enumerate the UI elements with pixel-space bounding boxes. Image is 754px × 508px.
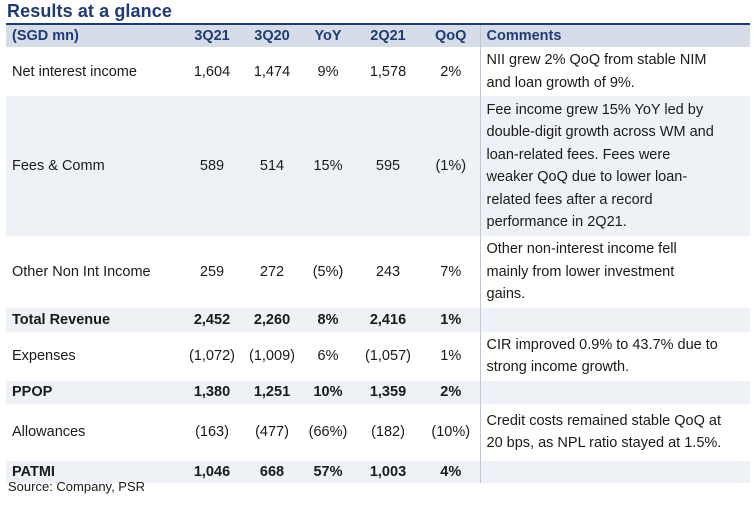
cell-comment: NII grew 2% QoQ from stable NIM and loan … bbox=[479, 47, 750, 96]
cell-3q20: 1,251 bbox=[242, 380, 302, 404]
cell-qoq: 4% bbox=[422, 460, 480, 483]
cell-2q21: 243 bbox=[375, 263, 401, 280]
page-title: Results at a glance bbox=[7, 1, 172, 21]
cell-2q21: 1,578 bbox=[369, 63, 407, 80]
cell-2q21: 595 bbox=[354, 96, 422, 236]
table-row: Expenses (1,072) (1,009) 6% (1,057) 1% CIR imp… bbox=[6, 331, 750, 381]
header-yoy: YoY bbox=[302, 25, 354, 47]
cell-comment bbox=[479, 380, 750, 404]
comment-line: Credit costs remained stable QoQ at bbox=[486, 412, 722, 429]
cell-3q21: 589 bbox=[182, 96, 242, 236]
cell-comment bbox=[479, 460, 750, 483]
cell-qoq: 1% bbox=[422, 307, 480, 332]
table-header-row: (SGD mn) 3Q21 3Q20 YoY 2Q21 QoQ Comments bbox=[6, 25, 750, 47]
comment-line: performance in 2Q21. bbox=[486, 214, 627, 230]
header-3q21: 3Q21 bbox=[182, 25, 242, 47]
cell-qoq: 1% bbox=[440, 348, 462, 364]
cell-qoq: 2% bbox=[422, 380, 480, 404]
table-row: PATMI 1,046 668 57% 1,003 4% bbox=[6, 460, 750, 483]
comment-line: weaker QoQ due to lower loan- bbox=[486, 169, 688, 185]
cell-comment bbox=[479, 307, 750, 332]
cell-yoy: 10% bbox=[302, 380, 354, 404]
comment-line: related fees after a record bbox=[486, 191, 653, 208]
header-qoq: QoQ bbox=[422, 25, 480, 47]
comment-line: NII grew 2% QoQ from stable NIM bbox=[486, 52, 707, 68]
row-label: Other Non Int Income bbox=[12, 263, 151, 280]
cell-yoy: 15% bbox=[302, 96, 354, 236]
comment-line: mainly from lower investment bbox=[486, 263, 675, 280]
row-label: PPOP bbox=[6, 380, 182, 404]
table-row: PPOP 1,380 1,251 10% 1,359 2% bbox=[6, 380, 750, 404]
cell-yoy: (5%) bbox=[312, 263, 344, 280]
cell-3q21: 1,380 bbox=[182, 380, 242, 404]
comment-line: and loan growth of 9%. bbox=[486, 74, 635, 91]
cell-3q21: 2,452 bbox=[182, 307, 242, 332]
cell-3q21: (163) bbox=[195, 424, 229, 440]
table-row: Allowances (163) (477) (66%) (182) (10%) Credi… bbox=[6, 403, 750, 461]
cell-3q21: 1,604 bbox=[193, 63, 231, 80]
cell-3q20: 1,474 bbox=[253, 63, 291, 80]
title-divider bbox=[6, 23, 750, 25]
cell-3q20: 2,260 bbox=[242, 307, 302, 332]
cell-3q20: (1,009) bbox=[249, 348, 295, 364]
row-label: Allowances bbox=[12, 424, 86, 440]
table-row: Fees & Comm 589 514 15% 595 (1%) Fee income gr… bbox=[6, 96, 750, 236]
header-currency: (SGD mn) bbox=[6, 25, 182, 47]
row-label: Total Revenue bbox=[6, 307, 182, 332]
cell-yoy: (66%) bbox=[308, 424, 348, 440]
comment-line: CIR improved 0.9% to 43.7% due to bbox=[486, 336, 718, 353]
comment-line: 20 bps, as NPL ratio stayed at 1.5%. bbox=[486, 435, 722, 451]
row-label: PATMI bbox=[6, 460, 182, 483]
cell-3q20: 272 bbox=[259, 263, 285, 280]
cell-qoq: (10%) bbox=[431, 424, 471, 440]
cell-2q21: (182) bbox=[371, 424, 405, 440]
cell-yoy: 8% bbox=[302, 307, 354, 332]
table-body: Net interest income 1,604 1,474 9% 1,578 2% NI… bbox=[6, 47, 750, 483]
cell-3q20: 514 bbox=[242, 96, 302, 236]
cell-comment: CIR improved 0.9% to 43.7% due to strong … bbox=[479, 331, 750, 381]
cell-3q20: (477) bbox=[255, 424, 289, 440]
table-row: Net interest income 1,604 1,474 9% 1,578 2% NI… bbox=[6, 47, 750, 96]
cell-yoy: 6% bbox=[317, 348, 339, 364]
row-label: Fees & Comm bbox=[6, 96, 182, 236]
header-2q21: 2Q21 bbox=[354, 25, 422, 47]
cell-comment: Credit costs remained stable QoQ at 20 bp… bbox=[479, 403, 750, 461]
cell-2q21: (1,057) bbox=[365, 348, 411, 364]
header-comments: Comments bbox=[479, 25, 750, 47]
cell-2q21: 1,359 bbox=[354, 380, 422, 404]
cell-qoq: 7% bbox=[440, 263, 462, 280]
cell-comment: Other non-interest income fell mainly fro… bbox=[479, 236, 750, 308]
table-row: Other Non Int Income 259 272 (5%) 243 7% Other… bbox=[6, 236, 750, 308]
cell-3q20: 668 bbox=[242, 460, 302, 483]
comment-line: gains. bbox=[486, 286, 526, 302]
comment-line: strong income growth. bbox=[486, 359, 630, 375]
cell-yoy: 57% bbox=[302, 460, 354, 483]
cell-qoq: (1%) bbox=[422, 96, 480, 236]
cell-comment: Fee income grew 15% YoY led by double-dig… bbox=[479, 96, 750, 236]
row-label: Expenses bbox=[12, 348, 76, 364]
results-table: (SGD mn) 3Q21 3Q20 YoY 2Q21 QoQ Comments… bbox=[6, 25, 750, 483]
comment-line: double-digit growth across WM and bbox=[486, 124, 714, 140]
row-label: Net interest income bbox=[12, 63, 137, 80]
cell-3q21: 259 bbox=[199, 263, 225, 280]
source-note: Source: Company, PSR bbox=[8, 479, 146, 494]
cell-yoy: 9% bbox=[317, 63, 339, 80]
header-3q20: 3Q20 bbox=[242, 25, 302, 47]
cell-3q21: (1,072) bbox=[189, 348, 235, 364]
table-row: Total Revenue 2,452 2,260 8% 2,416 1% bbox=[6, 307, 750, 332]
comment-line: Other non-interest income fell bbox=[486, 241, 677, 257]
cell-2q21: 1,003 bbox=[354, 460, 422, 483]
comment-line: Fee income grew 15% YoY led by bbox=[486, 101, 704, 118]
cell-qoq: 2% bbox=[440, 63, 462, 80]
cell-2q21: 2,416 bbox=[354, 307, 422, 332]
comment-line: loan-related fees. Fees were bbox=[486, 146, 671, 163]
cell-3q21: 1,046 bbox=[182, 460, 242, 483]
